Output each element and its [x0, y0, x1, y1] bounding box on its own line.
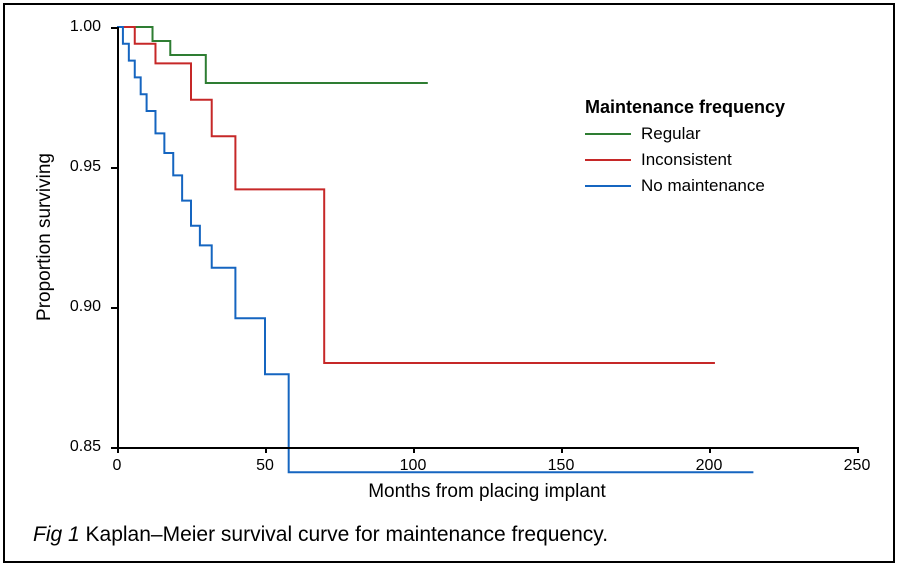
series-regular: [117, 27, 428, 83]
figure-frame: Maintenance frequency Regular Inconsisten…: [3, 3, 895, 563]
legend-item: No maintenance: [585, 176, 785, 196]
y-tick-label: 0.95: [70, 158, 101, 176]
legend-label: No maintenance: [641, 176, 765, 196]
x-tick-label: 150: [548, 457, 575, 475]
y-tick-label: 0.90: [70, 298, 101, 316]
legend: Maintenance frequency Regular Inconsisten…: [585, 97, 785, 196]
x-tick-label: 50: [256, 457, 274, 475]
y-tick-label: 1.00: [70, 18, 101, 36]
y-axis: [117, 27, 119, 447]
x-tick: [413, 447, 415, 453]
y-tick-label: 0.85: [70, 438, 101, 456]
legend-item: Regular: [585, 124, 785, 144]
x-tick-label: 250: [844, 457, 871, 475]
caption-text: Kaplan–Meier survival curve for maintena…: [80, 523, 608, 546]
x-axis-title: Months from placing implant: [368, 481, 606, 503]
x-axis: [117, 447, 857, 449]
x-tick: [857, 447, 859, 453]
x-tick-label: 0: [113, 457, 122, 475]
x-tick-label: 100: [400, 457, 427, 475]
y-tick: [111, 167, 117, 169]
legend-swatch: [585, 185, 631, 187]
figure-caption: Fig 1 Kaplan–Meier survival curve for ma…: [33, 523, 608, 547]
legend-title: Maintenance frequency: [585, 97, 785, 118]
legend-label: Regular: [641, 124, 701, 144]
legend-label: Inconsistent: [641, 150, 732, 170]
y-tick: [111, 27, 117, 29]
x-tick: [265, 447, 267, 453]
x-tick: [709, 447, 711, 453]
y-axis-title: Proportion surviving: [34, 153, 56, 321]
x-tick-label: 200: [696, 457, 723, 475]
series-no-maintenance: [117, 27, 753, 472]
legend-swatch: [585, 133, 631, 135]
legend-swatch: [585, 159, 631, 161]
y-tick: [111, 307, 117, 309]
y-tick: [111, 447, 117, 449]
legend-item: Inconsistent: [585, 150, 785, 170]
figure-number: Fig 1: [33, 523, 80, 546]
x-tick: [117, 447, 119, 453]
x-tick: [561, 447, 563, 453]
